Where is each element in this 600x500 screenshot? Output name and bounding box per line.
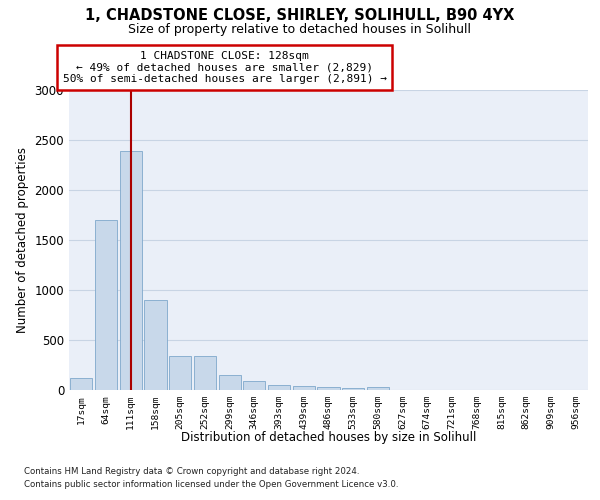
Bar — [169, 356, 191, 390]
Bar — [367, 387, 389, 390]
Y-axis label: Number of detached properties: Number of detached properties — [16, 147, 29, 333]
Bar — [293, 386, 315, 390]
Bar — [70, 378, 92, 390]
Bar — [119, 151, 142, 390]
Bar — [317, 386, 340, 390]
Bar — [268, 384, 290, 390]
Text: Contains HM Land Registry data © Crown copyright and database right 2024.: Contains HM Land Registry data © Crown c… — [24, 467, 359, 476]
Bar — [243, 381, 265, 390]
Bar — [145, 300, 167, 390]
Bar — [95, 220, 117, 390]
Text: Size of property relative to detached houses in Solihull: Size of property relative to detached ho… — [128, 22, 472, 36]
Bar — [218, 374, 241, 390]
Text: Distribution of detached houses by size in Solihull: Distribution of detached houses by size … — [181, 431, 476, 444]
Text: Contains public sector information licensed under the Open Government Licence v3: Contains public sector information licen… — [24, 480, 398, 489]
Text: 1, CHADSTONE CLOSE, SHIRLEY, SOLIHULL, B90 4YX: 1, CHADSTONE CLOSE, SHIRLEY, SOLIHULL, B… — [85, 8, 515, 22]
Text: 1 CHADSTONE CLOSE: 128sqm
← 49% of detached houses are smaller (2,829)
50% of se: 1 CHADSTONE CLOSE: 128sqm ← 49% of detac… — [62, 51, 387, 84]
Bar — [194, 356, 216, 390]
Bar — [342, 388, 364, 390]
